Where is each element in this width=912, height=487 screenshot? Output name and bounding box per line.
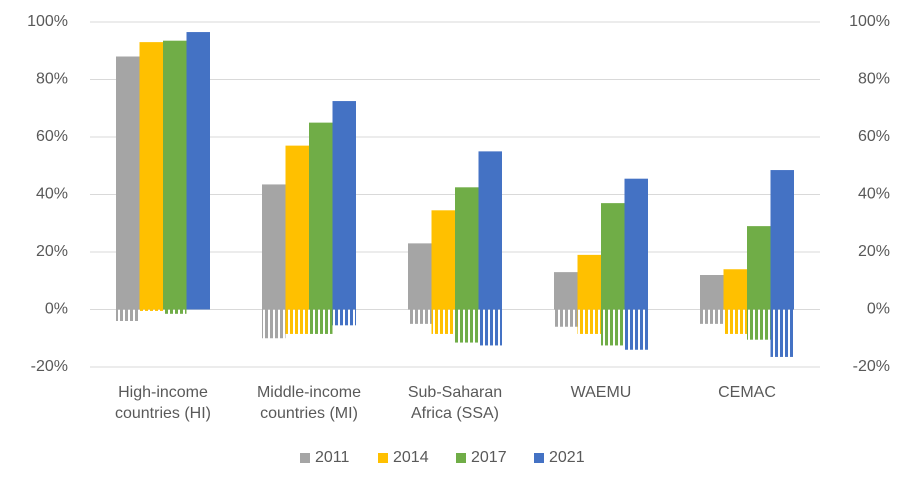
gap-bar: [285, 309, 309, 334]
legend-label: 2017: [471, 449, 507, 466]
gap-bar: [723, 309, 747, 334]
bar: [770, 170, 794, 310]
y-tick-label: 80%: [36, 71, 68, 88]
gap-bar: [262, 309, 286, 339]
legend-swatch: [456, 453, 466, 463]
bar: [747, 226, 771, 310]
gap-bar: [770, 309, 794, 357]
gap-bar: [554, 309, 578, 327]
legend-swatch: [300, 453, 310, 463]
gap-bar: [309, 309, 333, 334]
bar: [262, 184, 286, 310]
x-tick-label: High-income countries (HI): [114, 384, 212, 422]
bar: [723, 269, 747, 310]
gap-bar: [478, 309, 502, 346]
x-tick-label: Sub-Saharan Africa (SSA): [407, 384, 503, 422]
y2-tick-label: 40%: [858, 186, 890, 203]
y2-tick-label: 20%: [858, 243, 890, 260]
y2-tick-label: 0%: [867, 301, 890, 318]
gap-bar: [431, 309, 455, 334]
bar: [408, 243, 432, 310]
y2-tick-label: 100%: [849, 13, 890, 30]
bar: [116, 56, 140, 310]
gap-bar: [577, 309, 601, 334]
gap-bar: [408, 309, 432, 324]
y2-tick-label: 80%: [858, 71, 890, 88]
gap-bar: [700, 309, 724, 324]
y-tick-label: 20%: [36, 243, 68, 260]
bar: [577, 254, 601, 310]
y-tick-label: 100%: [27, 13, 68, 30]
bar: [163, 40, 187, 310]
bar: [554, 272, 578, 310]
bar: [309, 122, 333, 310]
x-tick-label: WAEMU: [570, 384, 632, 401]
legend-label: 2021: [549, 449, 585, 466]
legend-label: 2011: [315, 449, 350, 466]
gap-bar: [455, 309, 479, 343]
x-tick-label: Middle-income countries (MI): [256, 384, 362, 422]
bar: [601, 203, 625, 310]
y-tick-label: 0%: [45, 301, 68, 318]
y2-tick-label: -20%: [853, 358, 890, 375]
bar: [624, 178, 648, 310]
gap-bar: [116, 309, 140, 321]
bar: [186, 32, 210, 310]
bar: [700, 275, 724, 310]
y-tick-label: 60%: [36, 128, 68, 145]
gap-bar: [332, 309, 356, 326]
gap-bar: [139, 309, 163, 311]
y-tick-label: -20%: [31, 358, 68, 375]
bar: [431, 210, 455, 310]
gap-bar: [163, 309, 187, 314]
legend-label: 2014: [393, 449, 429, 466]
gap-bar: [747, 309, 771, 340]
gap-bar: [624, 309, 648, 350]
gap-bar: [186, 308, 210, 310]
bar: [478, 151, 502, 310]
bar: [455, 187, 479, 310]
legend-swatch: [534, 453, 544, 463]
bar: [139, 42, 163, 310]
y2-tick-label: 60%: [858, 128, 890, 145]
bar: [332, 101, 356, 310]
x-tick-label: CEMAC: [718, 384, 776, 401]
gap-bar: [601, 309, 625, 346]
legend-swatch: [378, 453, 388, 463]
y-tick-label: 40%: [36, 186, 68, 203]
bar: [285, 145, 309, 310]
